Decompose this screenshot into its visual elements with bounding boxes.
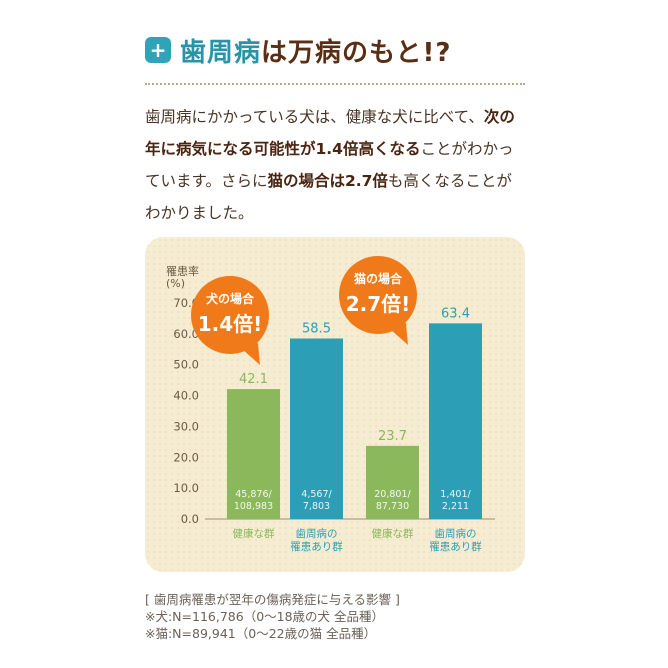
callout-heading: 猫の場合 xyxy=(354,271,403,286)
category-label: 健康な群 xyxy=(372,527,414,540)
callout-value: 2.7倍! xyxy=(346,292,411,316)
bar-value-label: 42.1 xyxy=(239,372,268,387)
bar-count-label: 20,801/87,730 xyxy=(374,489,411,512)
y-tick-label: 40.0 xyxy=(173,389,199,403)
caption-line-2: ※犬:N=116,786（0〜18歳の犬 全品種） xyxy=(145,609,385,624)
y-tick-label: 50.0 xyxy=(173,358,199,372)
bar xyxy=(227,389,280,519)
category-label: 健康な群 xyxy=(233,527,275,540)
y-tick-label: 20.0 xyxy=(173,450,199,464)
bar xyxy=(366,445,419,519)
y-tick-label: 60.0 xyxy=(173,327,199,341)
plus-icon: + xyxy=(145,37,171,63)
page-title: 歯周病は万病のもと!? xyxy=(180,32,451,69)
chart-caption: [ 歯周病罹患が翌年の傷病発症に与える影響 ] ※犬:N=116,786（0〜1… xyxy=(145,591,400,642)
callout-bubble xyxy=(339,256,417,334)
bar-chart: 罹患率(%)0.010.020.030.040.050.060.070.042.… xyxy=(166,256,495,553)
title-highlight: 歯周病 xyxy=(180,37,262,68)
intro-text-1: 歯周病にかかっている犬は、健康な犬に比べて、 xyxy=(145,108,484,126)
caption-line-1: [ 歯周病罹患が翌年の傷病発症に与える影響 ] xyxy=(145,592,400,607)
y-tick-label: 0.0 xyxy=(181,512,199,526)
intro-bold-1: 次の年に病気になる可能性が1.4倍高くなる xyxy=(145,108,515,158)
category-label: 歯周病の罹患あり群 xyxy=(429,527,482,553)
bar-value-label: 58.5 xyxy=(302,321,331,336)
intro-paragraph: 歯周病にかかっている犬は、健康な犬に比べて、次の年に病気になる可能性が1.4倍高… xyxy=(145,101,525,229)
callout-heading: 犬の場合 xyxy=(206,291,255,306)
y-tick-label: 30.0 xyxy=(173,419,199,433)
section-header: + 歯周病は万病のもと!? xyxy=(145,30,451,70)
dotted-divider xyxy=(145,83,525,85)
intro-text-3: も高くなることがわかりました。 xyxy=(145,172,512,222)
caption-line-3: ※猫:N=89,941（0〜22歳の猫 全品種） xyxy=(145,626,377,641)
y-tick-label: 10.0 xyxy=(173,481,199,495)
intro-text-2: ことがわかっています。さらに xyxy=(145,140,514,190)
intro-bold-2: 猫の場合は2.7倍 xyxy=(267,172,388,190)
category-label: 歯周病の罹患あり群 xyxy=(290,527,343,553)
title-rest: は万病のもと!? xyxy=(261,37,452,68)
bar-count-label: 1,401/2,211 xyxy=(440,489,471,512)
callout-value: 1.4倍! xyxy=(198,312,263,336)
bar-count-label: 4,567/7,803 xyxy=(301,489,332,512)
y-axis-label: 罹患率(%) xyxy=(166,264,199,290)
bar-value-label: 23.7 xyxy=(378,429,407,444)
bar-value-label: 63.4 xyxy=(441,306,470,321)
callout-bubble xyxy=(191,276,269,354)
bar xyxy=(429,323,482,519)
bar-count-label: 45,876/108,983 xyxy=(234,489,273,512)
bar xyxy=(290,338,343,519)
chart-panel: 罹患率(%) 0.0 10.0 20.0 30.0 40.0 50.0 60.0 70.0 42.… xyxy=(145,237,525,572)
